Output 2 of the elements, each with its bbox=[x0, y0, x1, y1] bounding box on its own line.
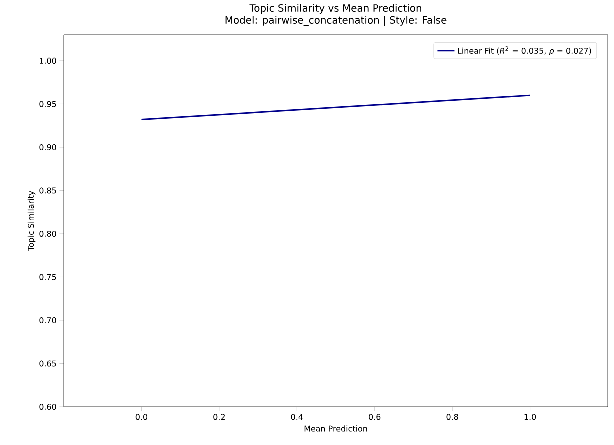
chart-title: Topic Similarity vs Mean Prediction bbox=[250, 4, 422, 14]
chart-subtitle: Model: pairwise_concatenation | Style: False bbox=[226, 16, 447, 26]
